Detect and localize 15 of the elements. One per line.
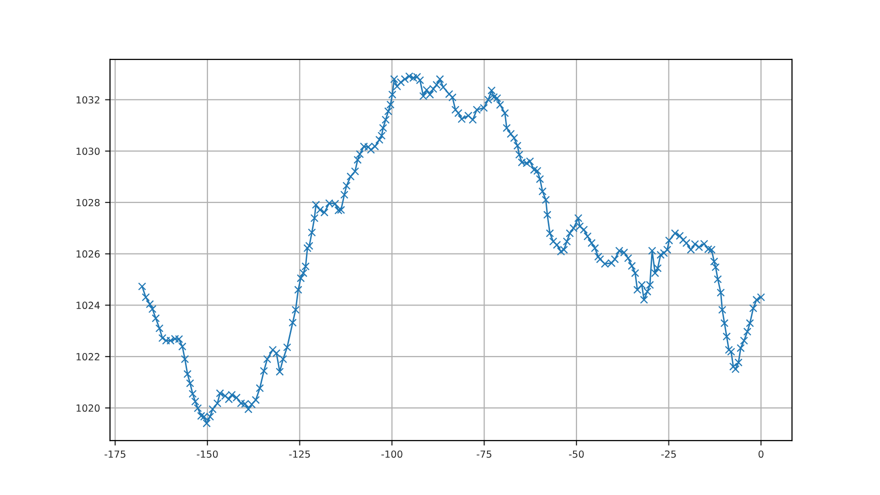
x-tick-label: -75: [476, 450, 492, 458]
x-tick-label: -25: [661, 450, 676, 458]
x-tick-label: 0: [758, 450, 764, 458]
y-tick-label: 1024: [76, 302, 100, 310]
y-tick-label: 1028: [76, 198, 100, 206]
y-tick-label: 1020: [76, 404, 100, 412]
x-tick-label: -50: [569, 450, 584, 458]
y-tick-label: 1026: [76, 250, 100, 258]
x-tick-label: -150: [196, 450, 218, 458]
y-tick-label: 1032: [76, 96, 100, 104]
x-tick-label: -125: [289, 450, 310, 458]
y-tick-label: 1030: [76, 148, 100, 155]
y-tick-label: 1022: [76, 353, 100, 360]
x-tick-label: -100: [381, 450, 402, 458]
x-tick-label: -175: [104, 450, 126, 458]
